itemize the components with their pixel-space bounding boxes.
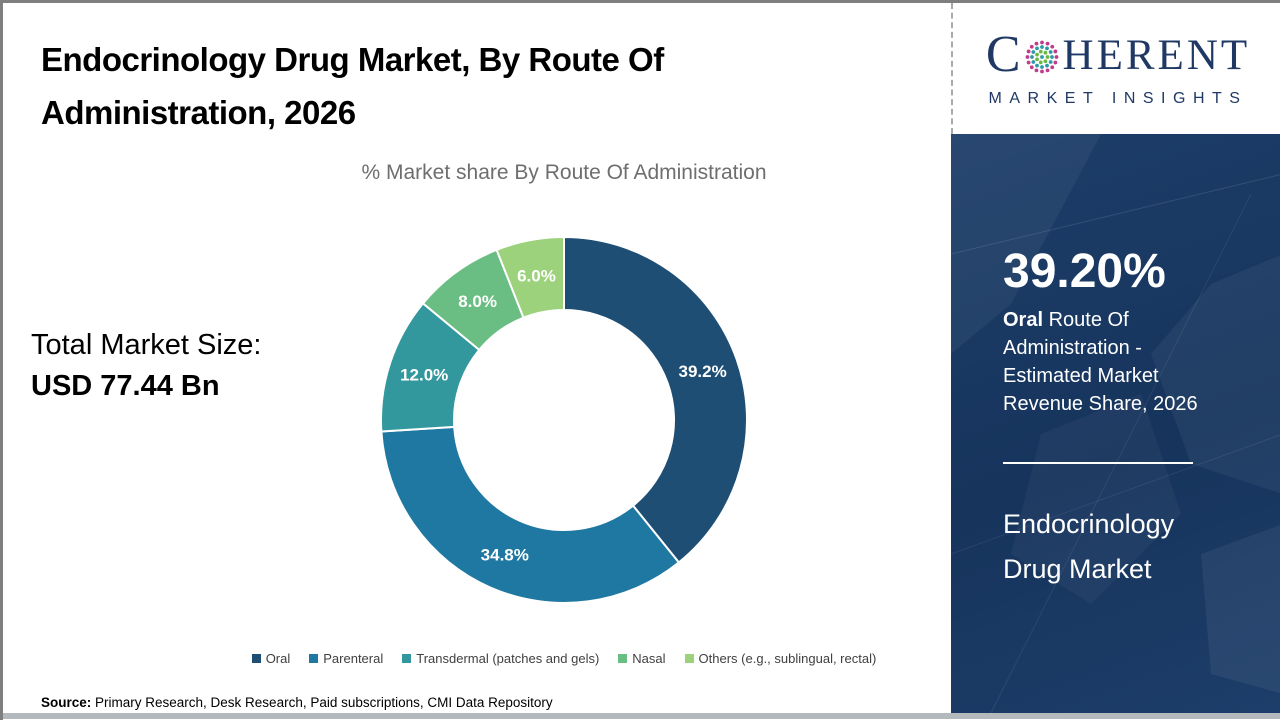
donut-slice-1 xyxy=(380,425,681,604)
legend-item: Oral xyxy=(251,651,291,666)
legend-item: Parenteral xyxy=(309,651,383,666)
legend-marker-icon xyxy=(618,654,628,663)
legend-marker-icon xyxy=(309,654,319,663)
chart-legend: Oral Parenteral Transdermal (patches and g… xyxy=(180,651,948,666)
coherent-logo: C HERENT xyxy=(986,29,1250,81)
sidebar-divider xyxy=(1003,462,1193,464)
legend-label: Oral xyxy=(265,651,291,666)
slice-label-3: 8.0% xyxy=(458,292,497,311)
legend-item: Transdermal (patches and gels) xyxy=(402,651,599,666)
legend-marker-icon xyxy=(251,654,261,663)
slice-label-0: 39.2% xyxy=(679,362,727,381)
legend-item: Nasal xyxy=(618,651,666,666)
stat-description-rest: Route Of Administration - Estimated Mark… xyxy=(1003,309,1198,415)
slice-label-4: 6.0% xyxy=(517,267,556,286)
logo-tagline: MARKET INSIGHTS xyxy=(988,90,1248,107)
bottom-strip xyxy=(3,713,1280,719)
legend-label: Others (e.g., sublingual, rectal) xyxy=(698,651,877,666)
source-line: Source: Primary Research, Desk Research,… xyxy=(41,695,553,710)
legend-marker-icon xyxy=(402,654,412,663)
page-title: Endocrinology Drug Market, By Route Of A… xyxy=(41,41,664,131)
highlight-sidebar: 39.20% Oral Route Of Administration - Es… xyxy=(951,134,1280,713)
donut-slice-4 xyxy=(495,235,565,320)
donut-slice-0 xyxy=(563,235,748,564)
stat-description: Oral Route Of Administration - Estimated… xyxy=(1003,306,1221,418)
logo-word-rest: HERENT xyxy=(1062,31,1251,79)
world-map-background xyxy=(951,134,1280,713)
dotted-globe-icon xyxy=(1025,40,1058,74)
source-label: Source: xyxy=(41,695,92,710)
total-market-value: USD 77.44 Bn xyxy=(31,370,220,402)
total-market-label: Total Market Size: xyxy=(31,329,262,361)
slice-label-2: 12.0% xyxy=(400,366,448,385)
legend-marker-icon xyxy=(684,654,694,663)
slice-label-1: 34.8% xyxy=(481,546,529,565)
stat-value: 39.20% xyxy=(1003,245,1166,298)
legend-label: Parenteral xyxy=(323,651,384,666)
logo-area: C HERENT MARKET INSIGHTS xyxy=(951,3,1280,134)
legend-label: Transdermal (patches and gels) xyxy=(416,651,600,666)
legend-label: Nasal xyxy=(632,651,666,666)
donut-chart: 39.2% 34.8% 12.0% 8.0% 6.0% xyxy=(380,235,748,604)
chart-subtitle: % Market share By Route Of Administratio… xyxy=(361,161,767,184)
market-name: Endocrinology Drug Market xyxy=(1003,509,1175,584)
legend-item: Others (e.g., sublingual, rectal) xyxy=(684,651,877,666)
logo-letter-c: C xyxy=(985,26,1021,83)
source-text: Primary Research, Desk Research, Paid su… xyxy=(91,695,553,710)
stat-description-bold: Oral xyxy=(1003,309,1044,331)
total-market-size: Total Market Size: USD 77.44 Bn xyxy=(31,325,331,407)
